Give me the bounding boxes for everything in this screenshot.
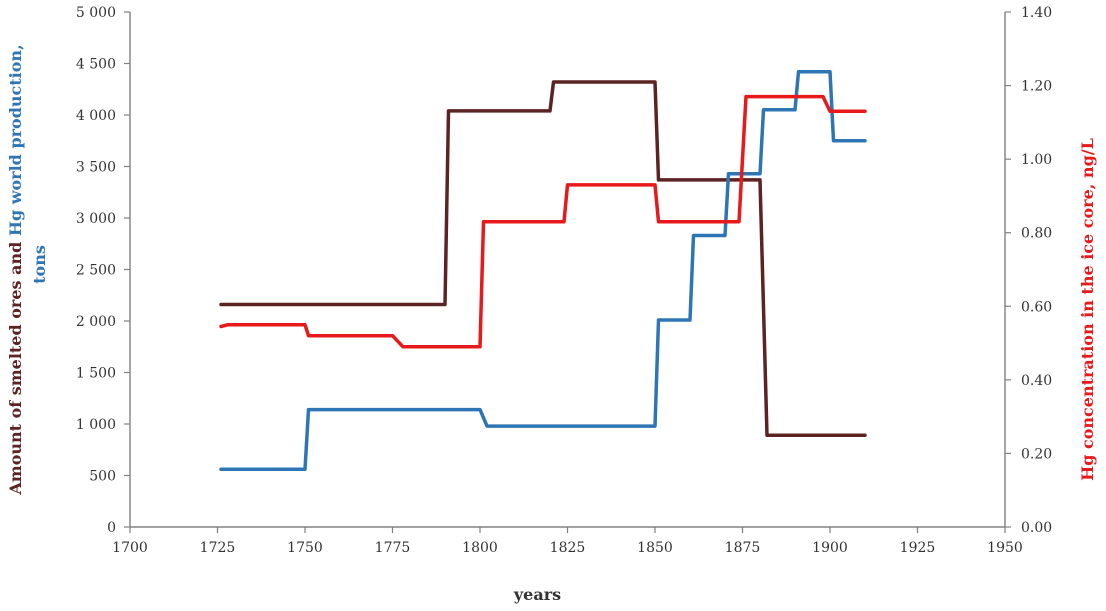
y-left-tick-label: 4 500	[76, 57, 116, 73]
y-left-tick-label: 2 500	[76, 263, 116, 279]
hg-ice-core-line	[219, 94, 867, 349]
x-tick-label: 1900	[812, 540, 848, 556]
x-tick-label: 1825	[550, 540, 586, 556]
y-left-title-hg: Hg world production,	[6, 44, 25, 236]
x-tick-label: 1775	[375, 540, 411, 556]
x-ticks: 1700 1725 1750 1775 1800 1825 1850 1875 1900 1925…	[112, 527, 1023, 556]
x-tick-label: 1925	[900, 540, 936, 556]
y-left-ticks: 0 500 1 000 1 500 2 000 2 500 3 000 3 500 4 000 4…	[76, 5, 130, 536]
y-right-axis-title: Hg concentration in the ice core, ng/L	[1078, 138, 1097, 481]
y-left-tick-label: 4 000	[76, 108, 116, 124]
y-left-tick-label: 3 000	[76, 211, 116, 227]
y-right-tick-label: 0.20	[1021, 446, 1052, 462]
x-tick-label: 1750	[287, 540, 323, 556]
y-right-tick-label: 0.80	[1021, 226, 1052, 242]
x-tick-label: 1800	[462, 540, 498, 556]
y-left-axis-title: Amount of smelted ores and Hg world prod…	[6, 44, 25, 495]
x-tick-label: 1875	[725, 540, 761, 556]
y-left-tick-label: 1 500	[76, 366, 116, 382]
x-tick-label: 1850	[637, 540, 673, 556]
y-right-tick-label: 1.00	[1021, 152, 1052, 168]
y-left-tick-label: 500	[89, 469, 116, 485]
y-right-tick-label: 1.40	[1021, 5, 1052, 21]
series-layer	[219, 69, 867, 472]
y-right-tick-label: 0.40	[1021, 373, 1052, 389]
x-tick-label: 1950	[987, 540, 1023, 556]
y-left-tick-label: 1 000	[76, 417, 116, 433]
y-right-ticks: 0.00 0.20 0.40 0.60 0.80 1.00 1.20 1.40	[1005, 5, 1052, 536]
x-tick-label: 1700	[112, 540, 148, 556]
x-axis-title: years	[513, 585, 561, 604]
axes	[129, 12, 1006, 528]
y-left-tick-label: 2 000	[76, 314, 116, 330]
y-left-title-smelted: Amount of smelted ores and	[6, 236, 25, 496]
y-left-axis-title-line2: tons	[30, 245, 49, 284]
smelted-ores-line	[219, 80, 867, 438]
y-right-tick-label: 0.60	[1021, 299, 1052, 315]
y-left-tick-label: 5 000	[76, 5, 116, 21]
y-right-tick-label: 0.00	[1021, 520, 1052, 536]
y-left-tick-label: 0	[107, 520, 116, 536]
y-right-tick-label: 1.20	[1021, 79, 1052, 95]
hg-production-line	[219, 69, 867, 472]
y-left-tick-label: 3 500	[76, 160, 116, 176]
x-tick-label: 1725	[200, 540, 236, 556]
